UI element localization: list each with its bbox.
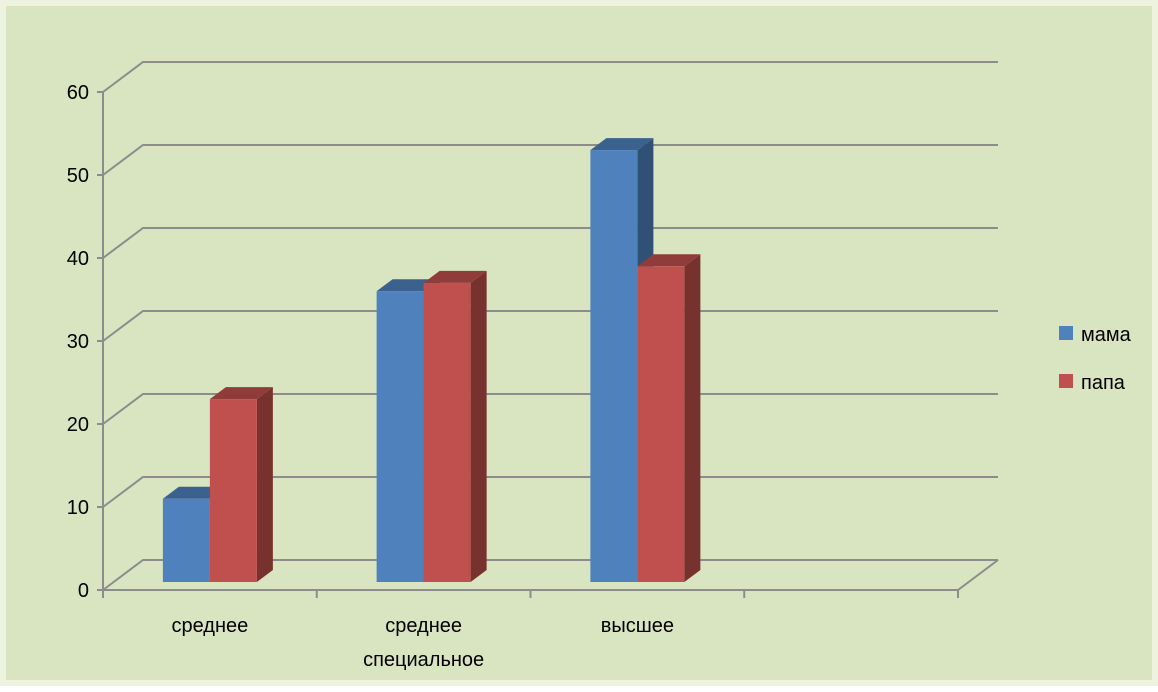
bar-side [256, 387, 273, 582]
bar-front [209, 399, 257, 582]
y-tick-label: 30 [67, 331, 89, 353]
bar-chart: 0 10 20 30 40 50 60 среднее среднее специальное в… [67, 61, 1132, 671]
bars [162, 138, 701, 583]
bar-top [423, 270, 487, 283]
bar-front [162, 498, 210, 582]
x-category-label: среднее [171, 615, 248, 637]
gridline [102, 144, 998, 176]
gridlines [102, 61, 998, 591]
gridline [102, 61, 998, 93]
axes [97, 91, 999, 598]
legend: мама папа [1059, 324, 1132, 394]
bar-front [376, 291, 424, 582]
floor-edge [957, 559, 999, 591]
y-tick-label: 10 [67, 497, 89, 519]
bar-side [470, 270, 487, 582]
gridline [102, 393, 998, 425]
gridline [102, 476, 998, 508]
bar [423, 270, 487, 582]
bar [637, 254, 701, 583]
gridline [102, 559, 998, 591]
x-category-label: специальное [363, 649, 484, 671]
y-tick-label: 20 [67, 414, 89, 436]
bar-front [423, 282, 471, 582]
legend-swatch [1059, 326, 1073, 340]
bar-top [209, 387, 273, 400]
y-tick-labels: 0 10 20 30 40 50 60 [67, 82, 89, 602]
y-tick-label: 60 [67, 82, 89, 104]
x-category-label: среднее [385, 615, 462, 637]
bar-top [590, 138, 654, 151]
legend-label: папа [1081, 372, 1126, 394]
gridline [102, 310, 998, 342]
gridline [102, 227, 998, 259]
legend-swatch [1059, 374, 1073, 388]
y-tick-label: 40 [67, 248, 89, 270]
bar [209, 387, 273, 582]
bar-side [684, 254, 701, 583]
bar-front [637, 266, 685, 582]
legend-label: мама [1081, 324, 1132, 346]
x-category-label: высшее [601, 615, 674, 637]
bar-front [590, 150, 638, 582]
y-tick-label: 50 [67, 165, 89, 187]
x-category-labels: среднее среднее специальное высшее [171, 615, 674, 671]
bar-top [637, 254, 701, 267]
y-tick-label: 0 [78, 580, 89, 602]
